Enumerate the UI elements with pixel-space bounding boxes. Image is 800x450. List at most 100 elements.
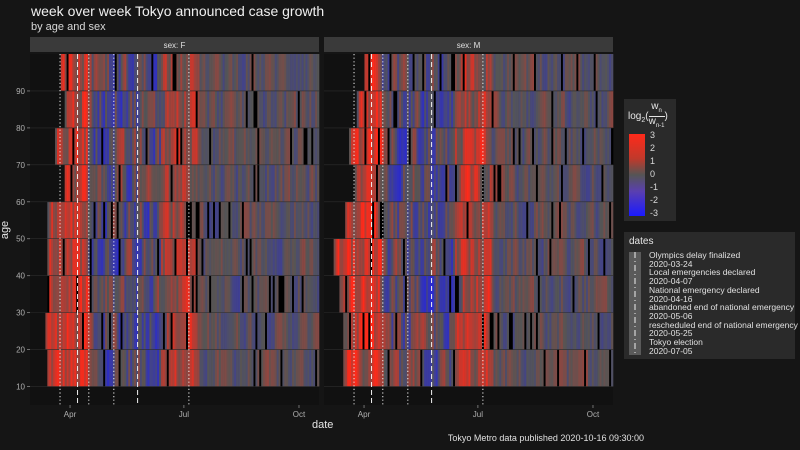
heat-cell xyxy=(587,164,591,202)
heat-cell xyxy=(108,349,112,387)
heat-cell xyxy=(597,312,600,350)
heat-cell xyxy=(547,54,550,91)
heat-cell xyxy=(589,349,593,387)
heat-cell xyxy=(168,201,171,239)
heat-cell xyxy=(460,90,464,128)
heat-cell xyxy=(56,349,60,387)
heat-cell xyxy=(143,349,146,387)
heat-cell xyxy=(201,127,204,165)
heat-cell xyxy=(493,54,496,91)
heat-cell xyxy=(512,275,516,313)
heat-cell xyxy=(539,127,543,165)
heat-cell xyxy=(537,127,541,165)
heat-cell xyxy=(120,349,123,387)
heat-cell xyxy=(376,164,379,202)
heat-cell xyxy=(395,127,398,165)
heat-cell xyxy=(122,312,125,350)
heat-cell xyxy=(253,90,256,128)
heat-cell xyxy=(372,127,375,165)
heat-cell xyxy=(555,238,558,276)
heat-cell xyxy=(445,90,448,128)
heat-cell xyxy=(91,201,94,239)
heat-cell xyxy=(70,349,73,387)
heat-cell xyxy=(213,127,216,165)
heat-cell xyxy=(284,275,287,313)
heat-cell xyxy=(70,275,73,313)
heat-cell xyxy=(460,201,464,239)
heat-cell xyxy=(472,238,475,276)
heat-cell xyxy=(439,201,442,239)
heat-cell xyxy=(197,164,200,202)
heat-cell xyxy=(559,275,562,313)
heat-cell xyxy=(56,312,60,350)
heat-cell xyxy=(362,275,365,313)
heat-cell xyxy=(292,238,295,276)
dates-legend-event-label: Local emergencies declared xyxy=(649,267,756,278)
heat-cell xyxy=(135,312,139,350)
heat-cell xyxy=(182,127,185,165)
heat-cell xyxy=(595,164,598,202)
heat-cell xyxy=(55,201,58,239)
heat-cell xyxy=(401,54,404,91)
heat-cell xyxy=(182,90,185,128)
heat-cell xyxy=(95,275,98,313)
heat-cell xyxy=(576,90,579,128)
heat-cell xyxy=(118,238,121,276)
heat-cell xyxy=(518,275,521,313)
heat-cell xyxy=(485,201,489,239)
heat-cell xyxy=(441,275,444,313)
heat-cell xyxy=(211,201,214,239)
heat-cell xyxy=(280,164,283,202)
heat-cell xyxy=(68,201,71,239)
heat-cell xyxy=(184,90,187,128)
heat-cell xyxy=(441,90,444,128)
heat-cell xyxy=(607,349,610,387)
heat-cell xyxy=(228,90,231,128)
heat-cell xyxy=(222,275,225,313)
heat-cell xyxy=(528,164,531,202)
heat-cell xyxy=(315,54,318,91)
heat-cell xyxy=(197,54,200,91)
heat-cell xyxy=(307,275,310,313)
heat-cell xyxy=(282,349,285,387)
heat-cell xyxy=(404,201,408,239)
heat-cell xyxy=(410,54,413,91)
heat-cell xyxy=(201,238,204,276)
heat-cell xyxy=(487,164,490,202)
heat-cell xyxy=(433,312,437,350)
heat-cell xyxy=(245,238,249,276)
heat-cell xyxy=(216,90,220,128)
heat-cell xyxy=(562,201,566,239)
heat-cell xyxy=(83,90,87,128)
heat-cell xyxy=(587,90,591,128)
heat-cell xyxy=(350,349,354,387)
heat-cell xyxy=(270,127,274,165)
heat-cell xyxy=(253,54,256,91)
heat-cell xyxy=(110,275,114,313)
heat-cell xyxy=(557,164,560,202)
heat-cell xyxy=(313,238,316,276)
heat-cell xyxy=(356,349,359,387)
heat-cell xyxy=(568,349,571,387)
heat-cell xyxy=(358,349,361,387)
heat-cell xyxy=(501,127,504,165)
heat-cell xyxy=(288,312,291,350)
heat-cell xyxy=(270,201,274,239)
heat-cell xyxy=(284,164,287,202)
heat-cell xyxy=(80,127,83,165)
heat-cell xyxy=(560,127,564,165)
heat-cell xyxy=(58,312,62,350)
heat-cell xyxy=(374,349,377,387)
heat-cell xyxy=(391,312,394,350)
heat-cell xyxy=(157,127,160,165)
heat-cell xyxy=(578,164,581,202)
heat-cell xyxy=(426,127,429,165)
heat-cell xyxy=(530,312,533,350)
heat-cell xyxy=(266,90,270,128)
heat-cell xyxy=(64,201,67,239)
heat-cell xyxy=(253,201,256,239)
heat-cell xyxy=(91,275,94,313)
heat-cell xyxy=(80,201,83,239)
heat-cell xyxy=(155,54,158,91)
heat-cell xyxy=(456,201,460,239)
